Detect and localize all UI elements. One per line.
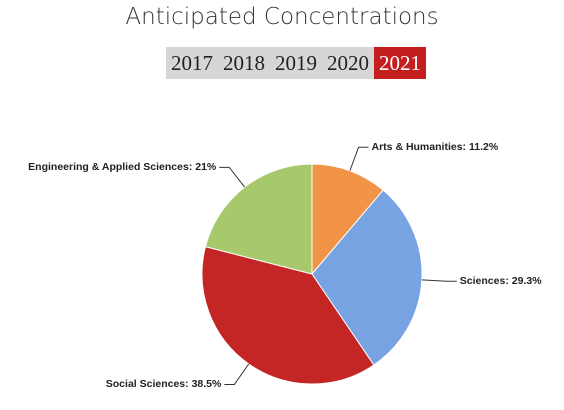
data-label: Sciences29.3% xyxy=(460,275,542,287)
category-label: Arts & Humanities xyxy=(372,141,469,153)
leader-line xyxy=(349,146,369,171)
data-label: Social Sciences38.5% xyxy=(106,378,222,390)
chart-title: Anticipated Concentrations xyxy=(125,4,439,30)
pie-slice xyxy=(201,246,375,385)
value-label: 21% xyxy=(195,161,217,174)
year-tab[interactable]: 2021 xyxy=(374,47,426,79)
pie-slice xyxy=(311,163,384,276)
year-tab[interactable]: 2019 xyxy=(275,51,317,75)
value-label: 11.2% xyxy=(468,141,499,154)
value-label: 29.3% xyxy=(511,275,542,288)
year-tab[interactable]: 2018 xyxy=(223,51,265,75)
year-tabs: 2017 2018 2019 2020 2021 xyxy=(166,47,426,79)
year-tab[interactable]: 2020 xyxy=(327,51,369,75)
pie-slice xyxy=(204,163,313,275)
category-label: Engineering & Applied Sciences xyxy=(28,161,195,173)
category-label: Social Sciences xyxy=(106,378,192,390)
category-label: Sciences xyxy=(460,275,512,287)
leader-line xyxy=(421,279,457,282)
leader-line xyxy=(219,166,245,188)
data-label: Engineering & Applied Sciences21% xyxy=(28,161,216,173)
data-label: Arts & Humanities11.2% xyxy=(372,141,499,153)
value-label: 38.5% xyxy=(191,378,222,391)
year-tab[interactable]: 2017 xyxy=(171,51,213,75)
leader-line xyxy=(224,363,250,385)
